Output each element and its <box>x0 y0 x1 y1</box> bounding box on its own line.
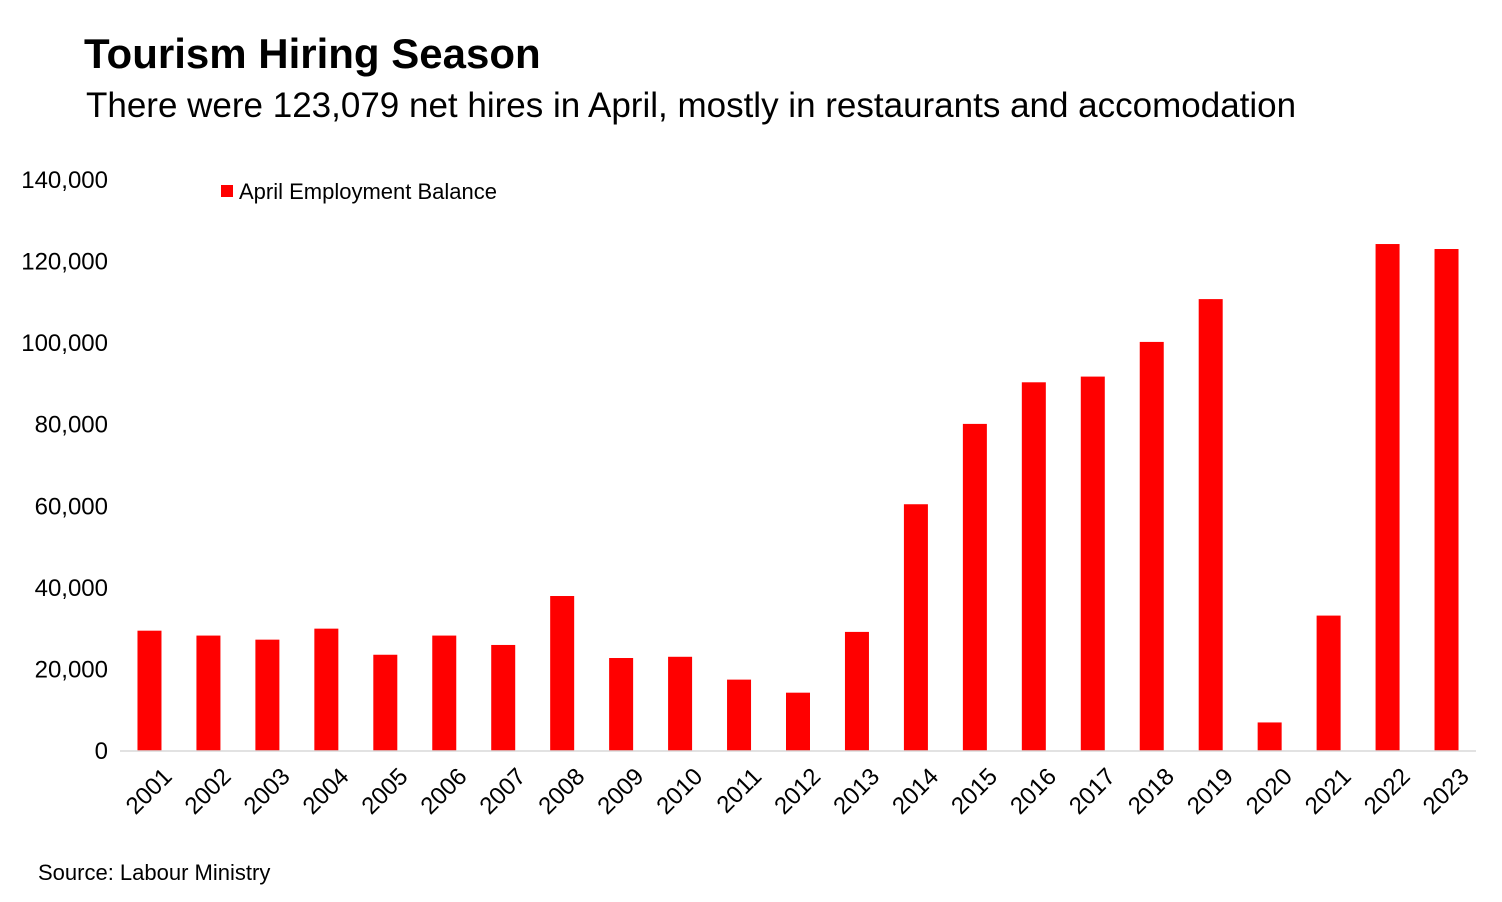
bar-2013 <box>844 631 869 751</box>
x-tick-label: 2003 <box>239 763 296 820</box>
bar-2007 <box>491 644 516 751</box>
x-tick-label: 2006 <box>416 763 473 820</box>
bar-2017 <box>1080 376 1105 751</box>
bar-2019 <box>1198 299 1223 751</box>
bar-2003 <box>255 639 280 751</box>
bar-2018 <box>1139 341 1164 751</box>
bar-2006 <box>432 635 457 751</box>
bars <box>137 244 1459 752</box>
x-tick-label: 2004 <box>298 763 355 820</box>
x-tick-label: 2007 <box>474 763 531 820</box>
x-tick-label: 2022 <box>1359 763 1416 820</box>
bar-2005 <box>373 654 398 751</box>
bar-2023 <box>1434 249 1459 752</box>
chart-title: Tourism Hiring Season <box>84 30 541 77</box>
y-tick-label: 120,000 <box>21 249 108 276</box>
x-tick-label: 2015 <box>946 763 1003 820</box>
x-tick-label: 2001 <box>121 763 178 820</box>
legend-label: April Employment Balance <box>239 179 497 204</box>
x-tick-label: 2011 <box>712 763 768 819</box>
chart-subtitle: There were 123,079 net hires in April, m… <box>86 86 1297 125</box>
x-tick-label: 2013 <box>828 763 885 820</box>
x-tick-label: 2023 <box>1418 763 1475 820</box>
bar-2010 <box>668 656 693 751</box>
x-tick-label: 2005 <box>357 763 414 820</box>
legend-swatch <box>221 185 233 197</box>
bar-2016 <box>1021 382 1046 751</box>
bar-2014 <box>903 504 928 751</box>
x-tick-label: 2021 <box>1300 763 1357 820</box>
y-tick-label: 80,000 <box>35 412 108 439</box>
x-tick-label: 2018 <box>1123 763 1180 820</box>
bar-2022 <box>1375 244 1400 751</box>
x-tick-label: 2016 <box>1005 763 1062 820</box>
bar-2015 <box>962 423 987 751</box>
y-tick-label: 0 <box>95 738 108 765</box>
x-tick-label: 2020 <box>1241 763 1298 820</box>
source-note: Source: Labour Ministry <box>38 860 271 885</box>
bar-2004 <box>314 628 339 751</box>
x-tick-label: 2009 <box>592 763 649 820</box>
bar-2012 <box>786 692 810 751</box>
x-tick-label: 2019 <box>1182 763 1239 820</box>
x-tick-label: 2010 <box>651 763 708 820</box>
y-tick-label: 60,000 <box>35 493 108 520</box>
x-axis: 2001 2002 2003 2004 2005 2006 2007 2008 2009 2010… <box>121 763 1475 820</box>
bar-2011 <box>727 679 752 751</box>
bar-2009 <box>609 658 634 751</box>
legend: April Employment Balance <box>221 179 497 204</box>
y-tick-label: 20,000 <box>35 656 108 683</box>
bar-2008 <box>550 596 575 751</box>
y-tick-label: 100,000 <box>21 330 108 357</box>
x-tick-label: 2014 <box>887 763 944 820</box>
bar-2001 <box>137 630 162 751</box>
y-axis: 0 20,000 40,000 60,000 80,000 100,000 120,000 1… <box>21 167 108 765</box>
x-tick-label: 2002 <box>180 763 237 820</box>
x-tick-label: 2008 <box>533 763 590 820</box>
bar-2021 <box>1316 615 1341 751</box>
x-tick-label: 2012 <box>769 763 826 820</box>
bar-2020 <box>1257 722 1282 751</box>
y-tick-label: 140,000 <box>21 167 108 194</box>
y-tick-label: 40,000 <box>35 575 108 602</box>
bar-2002 <box>196 635 221 751</box>
x-tick-label: 2017 <box>1064 763 1121 820</box>
